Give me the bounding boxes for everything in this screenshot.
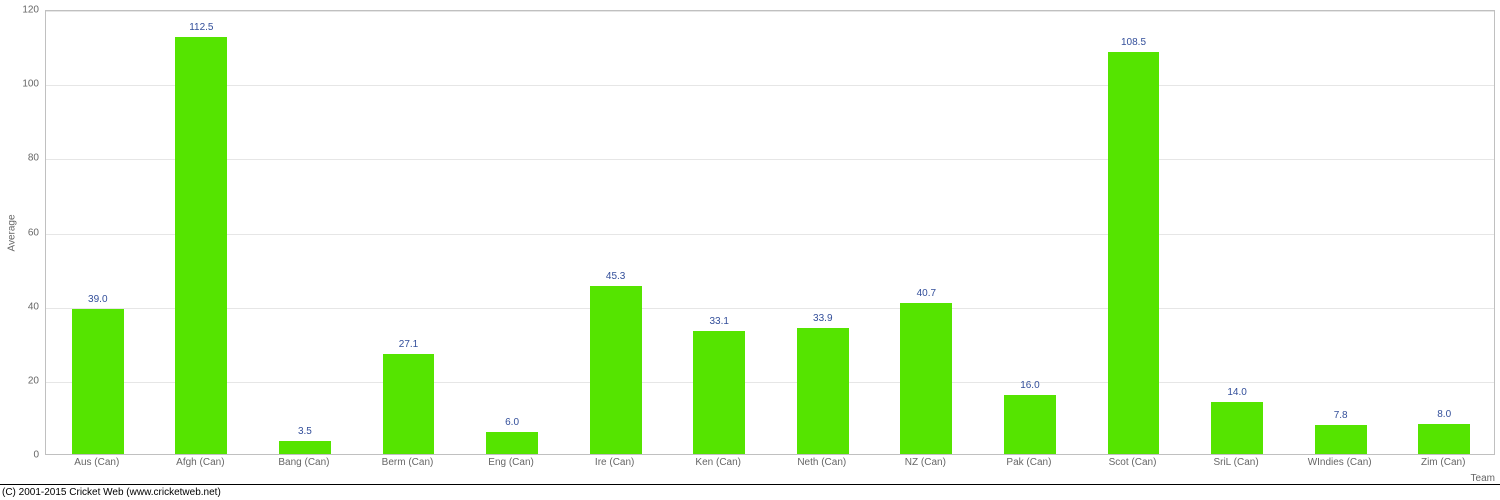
value-label: 33.1 — [709, 316, 728, 333]
value-label: 39.0 — [88, 294, 107, 311]
chart-container: Average 020406080100120 39.0112.53.527.1… — [0, 0, 1500, 500]
y-tick-label: 20 — [28, 375, 39, 386]
bar — [1211, 402, 1263, 454]
bar — [486, 432, 538, 454]
gridline — [46, 11, 1494, 12]
y-tick-label: 100 — [22, 79, 39, 90]
x-tick-label: Aus (Can) — [74, 457, 119, 468]
x-tick-label: SriL (Can) — [1213, 457, 1258, 468]
x-tick-label: WIndies (Can) — [1308, 457, 1372, 468]
value-label: 27.1 — [399, 339, 418, 356]
gridline — [46, 308, 1494, 309]
x-tick-label: Zim (Can) — [1421, 457, 1465, 468]
value-label: 7.8 — [1334, 410, 1348, 427]
x-tick-label: Ire (Can) — [595, 457, 634, 468]
gridline — [46, 382, 1494, 383]
y-tick-label: 60 — [28, 227, 39, 238]
x-tick-label: NZ (Can) — [905, 457, 946, 468]
x-tick-label: Afgh (Can) — [176, 457, 224, 468]
value-label: 108.5 — [1121, 37, 1146, 54]
x-tick-label: Pak (Can) — [1006, 457, 1051, 468]
x-tick-label: Berm (Can) — [382, 457, 434, 468]
value-label: 14.0 — [1227, 387, 1246, 404]
x-tick-label: Neth (Can) — [797, 457, 846, 468]
bar — [1108, 52, 1160, 454]
bar — [1315, 425, 1367, 454]
value-label: 112.5 — [189, 22, 213, 39]
value-label: 16.0 — [1020, 380, 1039, 397]
x-tick-label: Bang (Can) — [278, 457, 329, 468]
y-tick-labels: 020406080100120 — [0, 10, 45, 455]
bar — [1418, 424, 1470, 454]
bar — [693, 331, 745, 454]
bar — [797, 328, 849, 454]
value-label: 33.9 — [813, 313, 832, 330]
y-tick-label: 40 — [28, 301, 39, 312]
value-label: 40.7 — [917, 288, 936, 305]
gridline — [46, 85, 1494, 86]
bar — [383, 354, 435, 454]
value-label: 45.3 — [606, 271, 625, 288]
y-tick-label: 0 — [33, 450, 39, 461]
copyright-footer: (C) 2001-2015 Cricket Web (www.cricketwe… — [0, 484, 1500, 500]
x-tick-label: Ken (Can) — [695, 457, 741, 468]
value-label: 3.5 — [298, 426, 312, 443]
bar — [72, 309, 124, 454]
bar — [900, 303, 952, 454]
value-label: 6.0 — [505, 417, 519, 434]
x-axis-label: Team — [1471, 473, 1495, 484]
bar — [1004, 395, 1056, 454]
y-tick-label: 120 — [22, 5, 39, 16]
x-tick-label: Scot (Can) — [1109, 457, 1157, 468]
y-tick-label: 80 — [28, 153, 39, 164]
gridline — [46, 234, 1494, 235]
plot-area: 39.0 112.5 3.5 27.1 6.0 45.3 33.1 33.9 40.7 16.0 1… — [45, 10, 1495, 455]
value-label: 8.0 — [1437, 409, 1451, 426]
x-tick-labels: Aus (Can) Afgh (Can) Bang (Can) Berm (Can) E… — [45, 455, 1495, 485]
x-tick-label: Eng (Can) — [488, 457, 534, 468]
bar — [590, 286, 642, 454]
bar — [175, 37, 227, 454]
gridline — [46, 159, 1494, 160]
